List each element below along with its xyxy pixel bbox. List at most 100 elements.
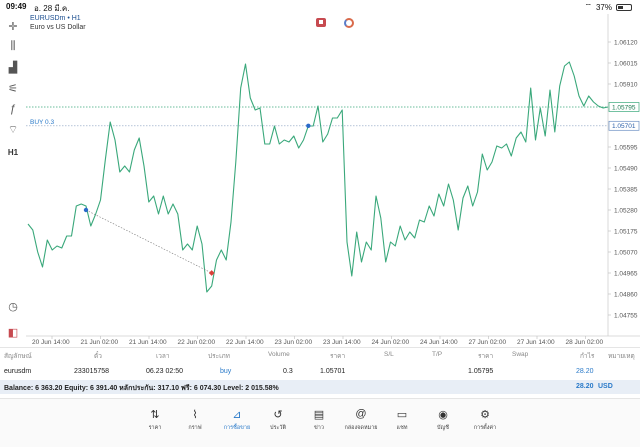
row-type: buy xyxy=(220,368,232,375)
col-current-price: ราคา xyxy=(478,353,494,360)
nav-history[interactable]: ↺ ประวัติ xyxy=(258,407,298,432)
timeframe-button[interactable]: H1 xyxy=(7,147,19,157)
status-time: 09:49 xyxy=(6,2,27,11)
nav-account[interactable]: ◉ บัญชี xyxy=(423,407,463,432)
col-symbol: สัญลักษณ์ xyxy=(4,353,32,360)
chart-type-icon[interactable]: ▟ xyxy=(8,61,18,74)
y-tick-label: 1.04860 xyxy=(614,291,638,298)
nav-chat[interactable]: ▭ แชท xyxy=(382,407,422,432)
x-tick-label: 21 Jun 02:00 xyxy=(81,339,119,344)
nav-history-label: ประวัติ xyxy=(269,425,287,431)
wifi-icon: ⌔ xyxy=(584,2,592,11)
x-tick-label: 22 Jun 02:00 xyxy=(178,339,216,344)
x-tick-label: 24 Jun 02:00 xyxy=(372,339,410,344)
y-tick-label: 1.05385 xyxy=(614,186,638,193)
x-tick-label: 27 Jun 02:00 xyxy=(469,339,507,344)
nav-quotes-label: ราคา xyxy=(148,425,162,431)
current-price-box xyxy=(608,102,640,112)
y-tick-label: 1.05595 xyxy=(614,144,638,151)
alarm-icon[interactable]: ◷ xyxy=(8,300,18,313)
price-line xyxy=(27,61,609,293)
x-tick-label: 21 Jun 14:00 xyxy=(129,339,167,344)
news-icon: ▤ xyxy=(313,408,325,421)
row-time: 06.23 02:50 xyxy=(146,368,183,375)
settings-icon: ⚙ xyxy=(480,408,490,421)
battery-icon xyxy=(616,3,632,11)
indicators-icon[interactable]: ƒ xyxy=(9,103,17,115)
battery-percent: 37% xyxy=(595,2,612,12)
col-type: ประเภท xyxy=(208,353,230,360)
nav-trade[interactable]: ⊿ การซื้อขาย xyxy=(217,407,257,432)
col-profit: กำไร xyxy=(580,353,595,360)
status-date: อ. 28 มี.ค. xyxy=(34,4,70,13)
col-ticket: ตั๋ว xyxy=(94,353,102,360)
history-icon: ↺ xyxy=(273,408,283,421)
quotes-icon: ⇅ xyxy=(150,408,160,421)
x-tick-label: 22 Jun 14:00 xyxy=(226,339,264,344)
exit-marker xyxy=(208,270,215,276)
order-price-box xyxy=(608,120,640,131)
x-tick-label: 23 Jun 02:00 xyxy=(275,339,313,344)
y-tick-label: 1.05490 xyxy=(614,165,638,172)
nav-chart-label: กราฟ xyxy=(188,425,202,431)
chart-area[interactable]: 1.06120 1.06015 1.05910 1.05595 1.05490 1.053… xyxy=(26,14,640,344)
objects-icon[interactable]: ⌔ xyxy=(7,124,19,136)
total-profit: 28.20 xyxy=(576,383,594,390)
nav-news[interactable]: ▤ ข่าว xyxy=(299,407,339,432)
status-bar: 09:49 อ. 28 มี.ค. ⌔ 37% xyxy=(0,0,640,14)
nav-chat-label: แชท xyxy=(396,425,408,431)
col-swap: Swap xyxy=(512,351,529,358)
entry-marker xyxy=(83,207,89,213)
x-tick-label: 27 Jun 14:00 xyxy=(517,339,555,344)
nav-quotes[interactable]: ⇅ ราคา xyxy=(135,407,175,432)
one-click-trade-icon[interactable] xyxy=(316,18,326,27)
chart-toolbar: ✛ ⫼ ▟ ⚟ ƒ ⌔ H1 ◷ ◧ xyxy=(0,14,26,344)
x-tick-label: 24 Jun 14:00 xyxy=(420,339,458,344)
trade-icon: ⊿ xyxy=(232,408,242,421)
nav-trade-label: การซื้อขาย xyxy=(223,425,251,431)
crosshair-icon[interactable]: ✛ xyxy=(8,20,18,33)
current-price-label: 1.05795 xyxy=(612,104,636,111)
col-comment: หมายเหตุ xyxy=(608,353,635,360)
row-ticket: 233015758 xyxy=(74,368,110,375)
balance-text: Balance: 6 363.20 Equity: 6 391.40 หลักป… xyxy=(4,385,279,392)
price-chart[interactable]: 1.06120 1.06015 1.05910 1.05595 1.05490 1.053… xyxy=(26,14,640,344)
market-sync-icon[interactable] xyxy=(344,18,354,28)
chart-description: Euro vs US Dollar xyxy=(30,24,86,31)
y-tick-label: 1.05070 xyxy=(614,249,638,256)
bottom-nav: ⇅ ราคา ⌇ กราฟ ⊿ การซื้อขาย ↺ ประวัติ ▤ ข… xyxy=(0,398,640,447)
nav-chart[interactable]: ⌇ กราฟ xyxy=(175,407,215,432)
nav-mailbox[interactable]: @ กล่องจดหมาย xyxy=(341,407,381,432)
y-tick-label: 1.06120 xyxy=(614,39,638,46)
nav-settings[interactable]: ⚙ การตั้งค่า xyxy=(465,407,505,432)
nav-settings-label: การตั้งค่า xyxy=(473,425,497,431)
buy-order-label: BUY 0.3 xyxy=(30,119,54,126)
y-tick-label: 1.04965 xyxy=(614,270,638,277)
trade-connector-line xyxy=(85,209,212,274)
positions-header: สัญลักษณ์ ตั๋ว เวลา ประเภท Volume ราคา S… xyxy=(0,347,640,360)
account-icon: ◉ xyxy=(438,408,448,421)
y-tick-label: 1.05280 xyxy=(614,207,638,214)
position-entry-marker xyxy=(306,123,311,128)
nav-news-label: ข่าว xyxy=(314,425,324,431)
col-sl: S/L xyxy=(384,351,394,358)
x-tick-label: 28 Jun 02:00 xyxy=(566,339,604,344)
row-volume: 0.3 xyxy=(283,368,293,375)
account-currency: USD xyxy=(598,383,613,390)
x-tick-label: 20 Jun 14:00 xyxy=(32,339,70,344)
logo-icon[interactable]: ◧ xyxy=(7,326,19,339)
mailbox-icon: @ xyxy=(355,408,367,420)
status-right: ⌔ 37% xyxy=(584,2,632,12)
position-row[interactable]: eurusdm 233015758 06.23 02:50 buy 0.3 1.… xyxy=(0,365,640,378)
row-symbol: eurusdm xyxy=(4,368,32,375)
row-current-price: 1.05795 xyxy=(468,368,494,375)
settings-sliders-icon[interactable]: ⚟ xyxy=(8,82,18,95)
x-tick-label: 23 Jun 14:00 xyxy=(323,339,361,344)
col-price: ราคา xyxy=(330,353,346,360)
nav-mailbox-label: กล่องจดหมาย xyxy=(344,425,378,431)
nav-account-label: บัญชี xyxy=(437,425,449,431)
candles-icon[interactable]: ⫼ xyxy=(10,39,16,52)
y-tick-label: 1.04755 xyxy=(614,312,638,319)
chart-icon: ⌇ xyxy=(192,408,198,421)
